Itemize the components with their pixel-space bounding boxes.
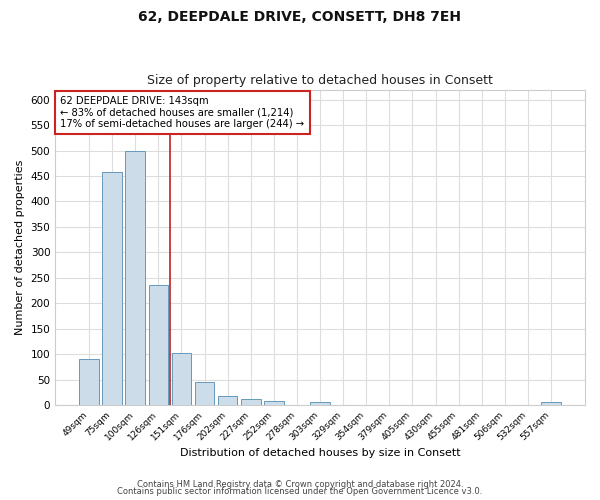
X-axis label: Distribution of detached houses by size in Consett: Distribution of detached houses by size … (180, 448, 460, 458)
Y-axis label: Number of detached properties: Number of detached properties (15, 160, 25, 335)
Bar (149, 286, 168, 405)
Text: Contains public sector information licensed under the Open Government Licence v3: Contains public sector information licen… (118, 488, 482, 496)
Bar (310, 402, 330, 405)
Bar (79, 359, 99, 405)
Bar (264, 401, 284, 405)
Bar (241, 399, 260, 405)
Bar (172, 352, 191, 405)
Text: 62 DEEPDALE DRIVE: 143sqm
← 83% of detached houses are smaller (1,214)
17% of se: 62 DEEPDALE DRIVE: 143sqm ← 83% of detac… (61, 96, 305, 129)
Bar (218, 396, 238, 405)
Text: 62, DEEPDALE DRIVE, CONSETT, DH8 7EH: 62, DEEPDALE DRIVE, CONSETT, DH8 7EH (139, 10, 461, 24)
Text: Contains HM Land Registry data © Crown copyright and database right 2024.: Contains HM Land Registry data © Crown c… (137, 480, 463, 489)
Bar (103, 172, 122, 405)
Bar (125, 150, 145, 405)
Title: Size of property relative to detached houses in Consett: Size of property relative to detached ho… (147, 74, 493, 87)
Bar (195, 382, 214, 405)
Bar (541, 402, 561, 405)
